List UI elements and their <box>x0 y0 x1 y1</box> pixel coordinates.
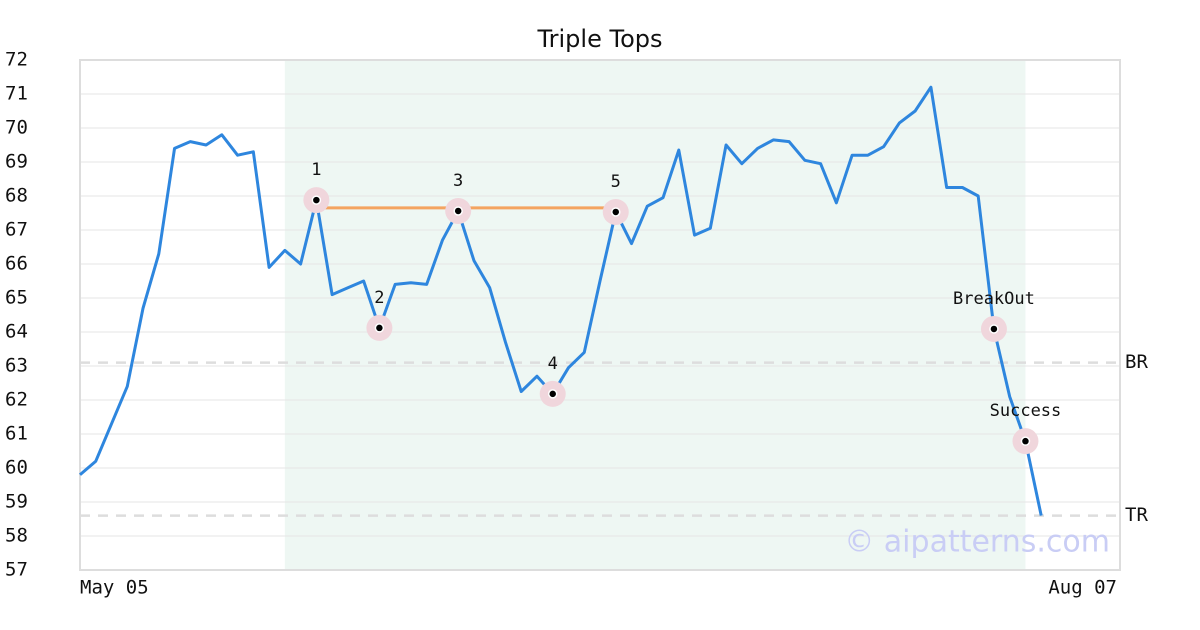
annotation-label: 3 <box>453 171 463 191</box>
annotation-label: 4 <box>548 354 558 374</box>
annotation-label: 5 <box>611 172 621 192</box>
watermark: © aipatterns.com <box>844 525 1110 560</box>
annotation-dot <box>547 389 558 399</box>
annotation-dot <box>989 324 999 334</box>
annotation-dot <box>1020 436 1031 446</box>
annotation-label: BreakOut <box>953 289 1035 309</box>
y-tick-label: 63 <box>5 355 28 377</box>
annotation-label: 1 <box>311 160 321 180</box>
y-tick-label: 70 <box>5 117 28 139</box>
y-tick-label: 59 <box>5 491 28 513</box>
chart-title: Triple Tops <box>537 25 663 53</box>
annotation-dot <box>453 206 463 216</box>
y-tick-label: 66 <box>5 253 28 275</box>
reference-label: TR <box>1125 504 1148 526</box>
plot-frame <box>79 59 1121 571</box>
pattern-region <box>284 60 1026 570</box>
annotation-label: Success <box>990 401 1062 421</box>
y-tick-label: 72 <box>5 49 28 71</box>
x-tick-label: Aug 07 <box>1048 577 1117 599</box>
y-tick-label: 69 <box>5 151 28 173</box>
y-tick-label: 60 <box>5 457 28 479</box>
annotation-dot <box>374 323 385 333</box>
y-tick-label: 67 <box>5 219 28 241</box>
x-tick-label: May 05 <box>80 577 149 599</box>
y-tick-label: 58 <box>5 525 28 547</box>
price-line <box>79 85 1043 516</box>
y-tick-label: 62 <box>5 389 28 411</box>
annotation-label: 2 <box>374 288 384 308</box>
y-tick-label: 57 <box>5 559 28 581</box>
y-tick-label: 64 <box>5 321 28 343</box>
y-tick-label: 61 <box>5 423 28 445</box>
annotation-dot <box>611 207 621 217</box>
reference-label: BR <box>1125 351 1148 373</box>
annotation-dot <box>311 195 322 205</box>
y-tick-label: 68 <box>5 185 28 207</box>
y-tick-label: 71 <box>5 83 28 105</box>
y-tick-label: 65 <box>5 287 28 309</box>
